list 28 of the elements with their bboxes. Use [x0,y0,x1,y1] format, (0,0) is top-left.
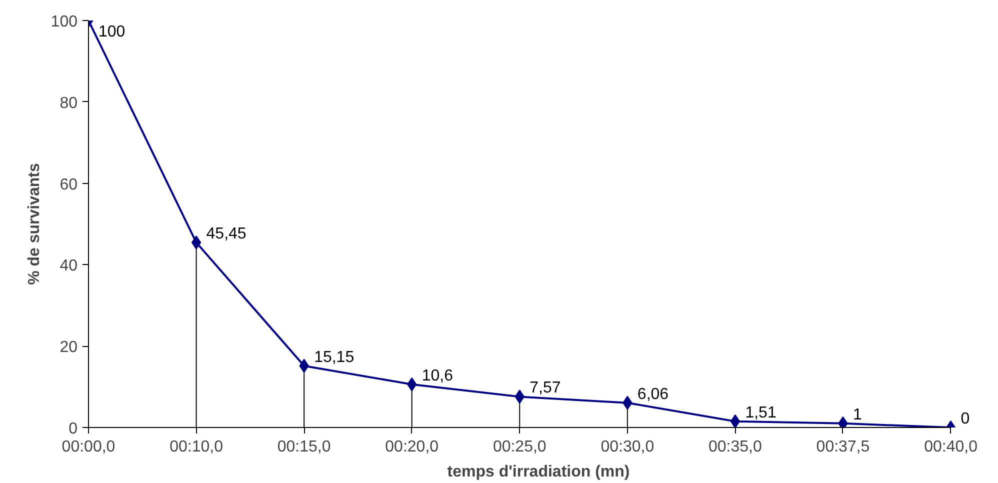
x-axis-title: temps d'irradiation (mn) [447,464,630,480]
x-tick-label: 00:35,0 [708,438,762,456]
point [191,236,202,250]
y-tick-label: 0 [68,420,78,438]
data-label: 45,45 [206,226,246,243]
x-tick-label: 00:40,0 [924,438,978,456]
x-tick-label: 00:10,0 [170,438,224,456]
x-tick-label: 00:20,0 [385,438,439,456]
y-tick-label: 60 [60,176,78,194]
data-label: 1 [852,406,862,424]
x-tick-label: 00:00,0 [62,438,116,456]
data-label: 100 [98,24,126,40]
y-axis-title: % de survivants [26,162,43,285]
x-tick-label: 00:25,0 [492,438,546,456]
data-label: 0 [960,410,970,428]
x-tick-label: 00:37,5 [816,438,870,456]
data-label: 10,6 [422,367,454,384]
y-tick-label: 40 [60,258,78,275]
y-tick-label: 100 [50,14,78,30]
data-label: 15,15 [314,348,354,366]
data-label: 1,51 [745,404,776,422]
point [730,414,740,428]
data-label: 6,06 [637,386,669,403]
x-tick-label: 00:15,0 [277,438,331,456]
y-tick-label: 20 [60,339,78,356]
data-label: 7,57 [530,380,561,397]
y-tick-label: 80 [60,94,78,112]
x-tick-label: 00:30,0 [600,438,654,456]
